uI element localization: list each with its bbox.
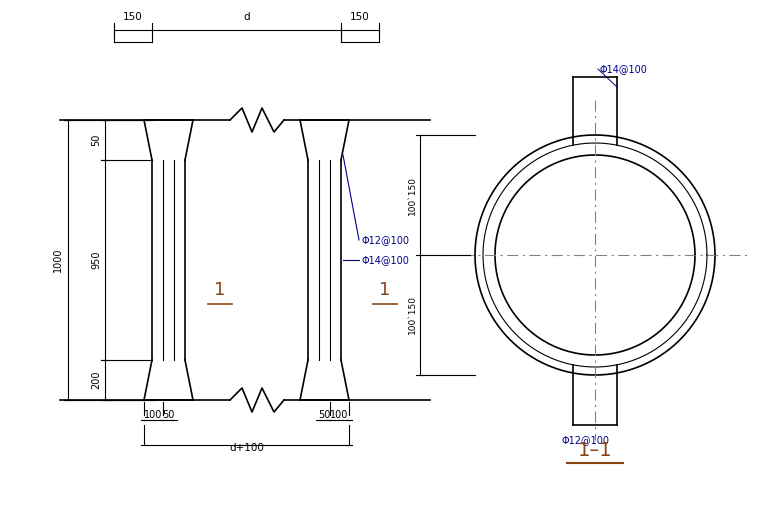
Text: 150: 150 bbox=[350, 12, 370, 22]
Text: 1–1: 1–1 bbox=[578, 440, 613, 460]
Text: 200: 200 bbox=[91, 371, 101, 389]
Text: d: d bbox=[243, 12, 250, 22]
Text: 100: 100 bbox=[144, 410, 163, 420]
Text: 100: 100 bbox=[331, 410, 349, 420]
Text: Φ14@100: Φ14@100 bbox=[600, 64, 648, 74]
Text: 150: 150 bbox=[123, 12, 143, 22]
Text: 100`150: 100`150 bbox=[407, 176, 416, 214]
Text: 1: 1 bbox=[214, 281, 226, 299]
Text: Φ12@100: Φ12@100 bbox=[561, 435, 609, 445]
Text: d+100: d+100 bbox=[229, 443, 264, 453]
Text: 50: 50 bbox=[163, 410, 175, 420]
Text: Φ14@100: Φ14@100 bbox=[362, 255, 410, 265]
Text: 1: 1 bbox=[379, 281, 391, 299]
Text: 1000: 1000 bbox=[53, 248, 63, 272]
Text: Φ12@100: Φ12@100 bbox=[362, 235, 410, 245]
Text: 50: 50 bbox=[91, 134, 101, 146]
Text: 50: 50 bbox=[318, 410, 331, 420]
Text: 100`150: 100`150 bbox=[407, 296, 416, 334]
Text: 950: 950 bbox=[91, 251, 101, 269]
